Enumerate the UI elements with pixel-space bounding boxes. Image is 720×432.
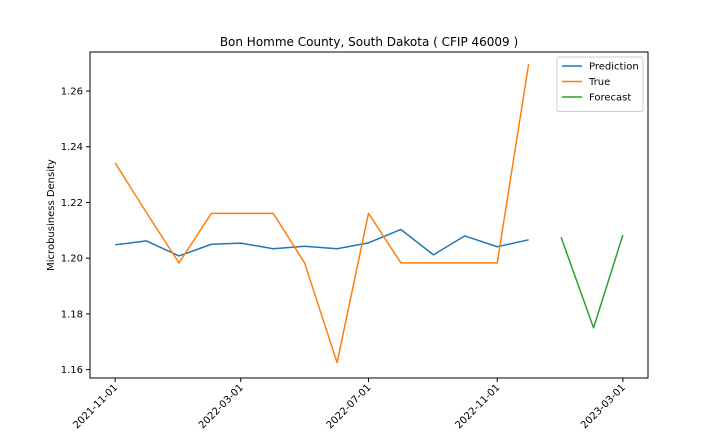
plot-area bbox=[89, 51, 649, 379]
y-tick-label: 1.22 bbox=[61, 198, 83, 209]
y-tick-label: 1.26 bbox=[61, 87, 83, 98]
legend-label-forecast: Forecast bbox=[589, 93, 631, 104]
y-axis-label: Microbusiness Density bbox=[46, 159, 57, 271]
x-tick-label: 2023-03-01 bbox=[579, 382, 628, 431]
y-tick-label: 1.18 bbox=[61, 309, 83, 320]
plot-frame bbox=[89, 51, 649, 379]
legend-label-prediction: Prediction bbox=[589, 62, 639, 73]
x-axis: 2021-11-01 2022-03-01 2022-07-01 2022-11-01… bbox=[71, 378, 628, 431]
series-line-prediction bbox=[115, 228, 529, 257]
chart-title: Bon Homme County, South Dakota ( CFIP 46… bbox=[220, 35, 518, 49]
legend-label-true: True bbox=[588, 77, 610, 88]
x-tick-label: 2022-03-01 bbox=[197, 382, 246, 431]
series-line-true bbox=[114, 63, 530, 364]
x-tick-label: 2022-07-01 bbox=[325, 382, 374, 431]
x-tick-label: 2021-11-01 bbox=[71, 382, 120, 431]
y-tick-label: 1.24 bbox=[61, 142, 83, 153]
legend-box bbox=[556, 56, 644, 112]
y-tick-label: 1.20 bbox=[61, 254, 83, 265]
y-axis: 1.16 1.18 1.20 1.22 1.24 1.26 bbox=[61, 87, 90, 376]
series-line-forecast bbox=[560, 234, 624, 329]
x-tick-label: 2022-11-01 bbox=[453, 382, 502, 431]
series-layer bbox=[114, 63, 624, 364]
y-tick-label: 1.16 bbox=[61, 365, 83, 376]
legend: Prediction True Forecast bbox=[556, 56, 644, 112]
